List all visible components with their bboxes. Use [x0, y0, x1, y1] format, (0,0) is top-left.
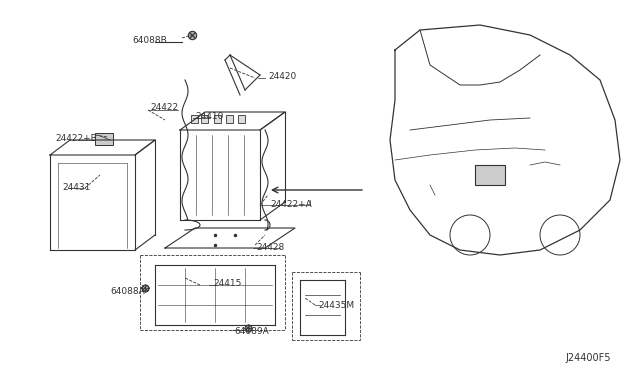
Text: 24415: 24415: [213, 279, 241, 289]
Text: 24420: 24420: [268, 71, 296, 80]
Bar: [201, 115, 208, 123]
Bar: [191, 115, 198, 123]
Text: 64088B: 64088B: [132, 35, 167, 45]
Bar: [95, 133, 113, 145]
Text: 24422+A: 24422+A: [270, 199, 312, 208]
Bar: [226, 115, 233, 123]
Text: 24435M: 24435M: [318, 301, 354, 311]
Bar: [238, 115, 245, 123]
Text: 64088A: 64088A: [110, 286, 145, 295]
Text: 24410: 24410: [195, 112, 223, 121]
Text: 24428: 24428: [256, 243, 284, 251]
Text: 64089A: 64089A: [234, 327, 269, 336]
Text: 24422+B: 24422+B: [55, 134, 97, 142]
Text: 24422: 24422: [150, 103, 178, 112]
Bar: [214, 115, 221, 123]
Text: J24400F5: J24400F5: [565, 353, 611, 363]
Text: 24431: 24431: [62, 183, 90, 192]
Bar: [475, 165, 505, 185]
